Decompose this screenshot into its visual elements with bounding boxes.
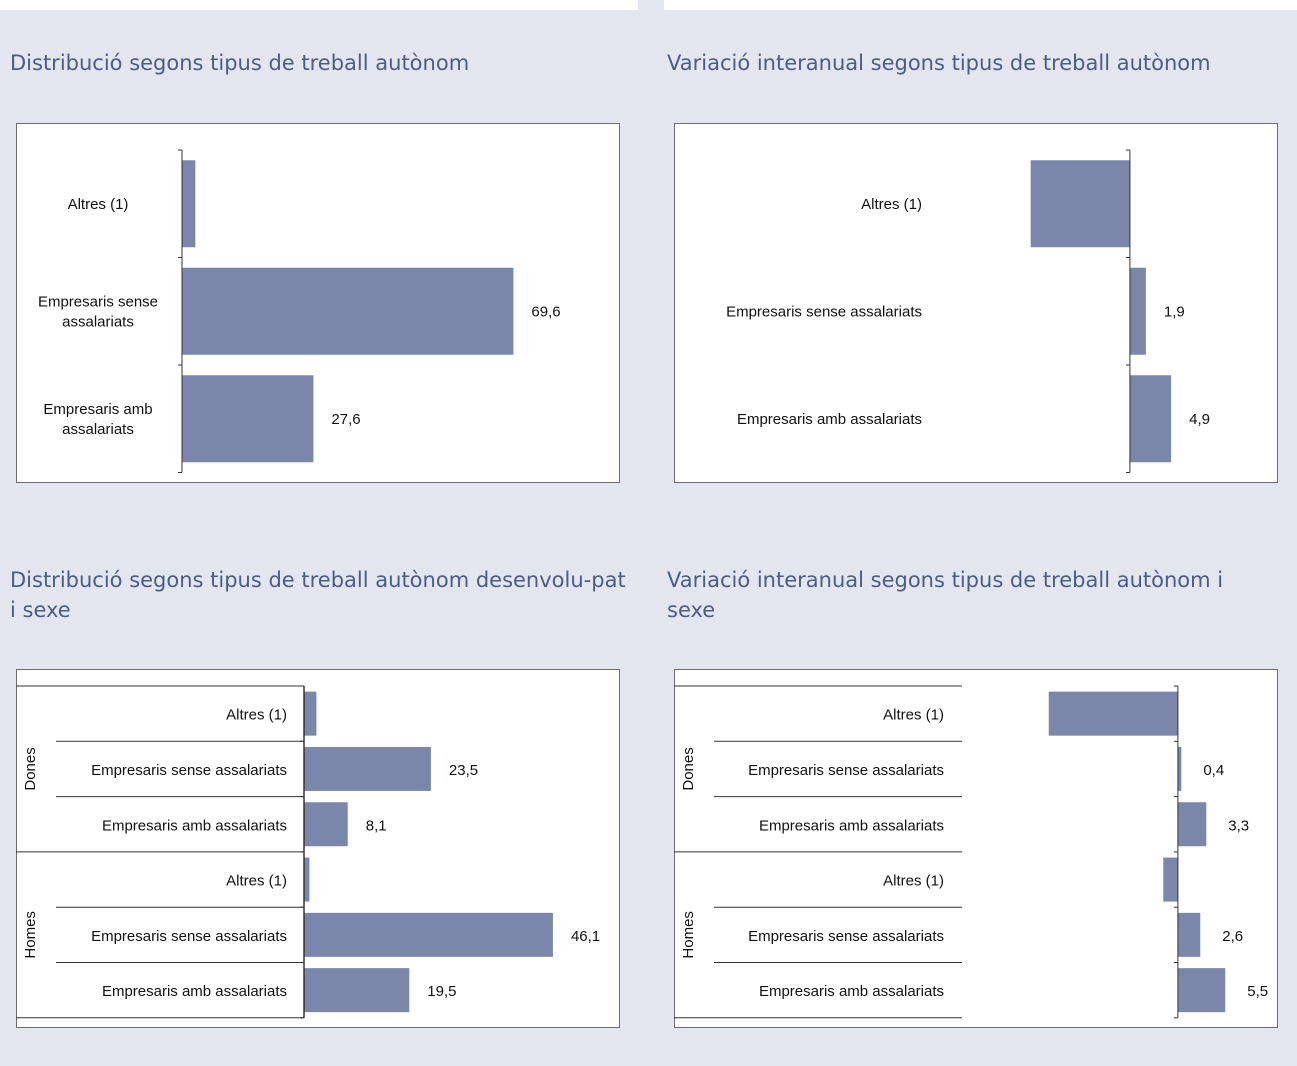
category-label: Empresaris amb assalariats (759, 983, 944, 1000)
data-label: 23,5 (449, 762, 478, 779)
category-label: Altres (1) (861, 196, 922, 213)
data-label: 3,3 (1228, 817, 1249, 834)
bar (1177, 968, 1226, 1013)
bar (1030, 160, 1130, 248)
plot-frame (674, 123, 1278, 483)
data-label: 19,5 (427, 983, 456, 1000)
bar (182, 375, 314, 463)
category-label: Empresaris amb assalariats (759, 817, 944, 834)
group-label: Homes (680, 911, 697, 959)
bar (304, 857, 310, 902)
category-label: Empresaris sense assalariats (726, 303, 922, 320)
category-label: Empresaris sense assalariats (748, 928, 944, 945)
category-label: Empresaris sense assalariats (91, 762, 287, 779)
chart-title: Distribució segons tipus de treball autò… (10, 51, 470, 75)
group-label: Dones (680, 747, 697, 790)
category-label: Altres (1) (226, 873, 287, 890)
data-label: 69,6 (531, 303, 560, 320)
data-label: 8,1 (366, 817, 387, 834)
category-label: Empresaris sense assalariats (91, 928, 287, 945)
data-label: 46,1 (571, 928, 600, 945)
chart-distribution: Altres (1) Empresaris sense assalariats 69,… (16, 123, 620, 483)
chart-variation: Altres (1) Empresaris sense assalariats 1,… (674, 123, 1278, 483)
data-label: 27,6 (331, 411, 360, 428)
category-label: Altres (1) (883, 707, 944, 724)
bar (1129, 267, 1146, 355)
bar (304, 968, 410, 1013)
category-label: Altres (1) (68, 196, 129, 213)
category-label: Empresaris amb assalariats (102, 983, 287, 1000)
top-border (0, 0, 1297, 10)
data-label: 2,6 (1222, 928, 1243, 945)
bar (1163, 857, 1178, 902)
data-label: 0,4 (1203, 762, 1224, 779)
data-label: 1,9 (1164, 303, 1185, 320)
category-label: Empresaris sense assalariats (748, 762, 944, 779)
bar (304, 691, 317, 736)
data-label: 4,9 (1189, 411, 1210, 428)
chart-distribution-by-sex: Dones Altres (1) Empresaris sense assalari… (16, 669, 620, 1028)
bar (1048, 691, 1178, 736)
group-label: Dones (22, 747, 39, 790)
bar (1177, 912, 1201, 957)
bar (182, 267, 514, 355)
category-label: Altres (1) (226, 707, 287, 724)
category-label: Empresaris amb assalariats (737, 411, 922, 428)
chart-title: Distribució segons tipus de treball autò… (10, 568, 626, 622)
bar (182, 160, 196, 248)
bar (304, 746, 431, 791)
data-label: 5,5 (1247, 983, 1268, 1000)
category-label: Empresaris amb assalariats (43, 401, 152, 438)
bar (1177, 802, 1207, 847)
bar (1129, 375, 1172, 463)
bar (1177, 746, 1182, 791)
category-label: Altres (1) (883, 873, 944, 890)
category-label: Empresaris amb assalariats (102, 817, 287, 834)
chart-title: Variació interanual segons tipus de treb… (667, 568, 1224, 622)
chart-title: Variació interanual segons tipus de treb… (667, 51, 1211, 75)
plot-frame (16, 669, 620, 1028)
bar (304, 912, 553, 957)
bar (304, 802, 348, 847)
group-label: Homes (22, 911, 39, 959)
category-label: Empresaris sense assalariats (38, 293, 158, 330)
chart-variation-by-sex: Dones Altres (1) Empresaris sense assalari… (674, 669, 1278, 1028)
